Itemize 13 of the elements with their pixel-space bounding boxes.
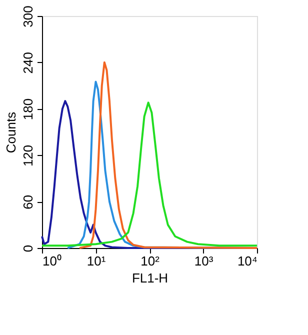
- x-tick-label: 10²: [140, 254, 160, 268]
- y-tick-label: 0: [20, 244, 36, 252]
- x-tick-label: 10⁴: [237, 254, 258, 268]
- y-tick-label: 180: [20, 98, 36, 120]
- y-axis-title: Counts: [4, 111, 18, 154]
- y-tick-label: 240: [20, 52, 36, 74]
- y-tick-label: 300: [20, 6, 36, 28]
- x-tick-label: 10⁰: [42, 254, 62, 268]
- x-axis-title: FL1-H: [132, 270, 168, 286]
- y-tick-label: 60: [20, 194, 36, 210]
- x-tick-label: 10³: [194, 254, 214, 268]
- y-tick-label: 120: [20, 144, 36, 167]
- x-tick-label: 10¹: [86, 254, 106, 268]
